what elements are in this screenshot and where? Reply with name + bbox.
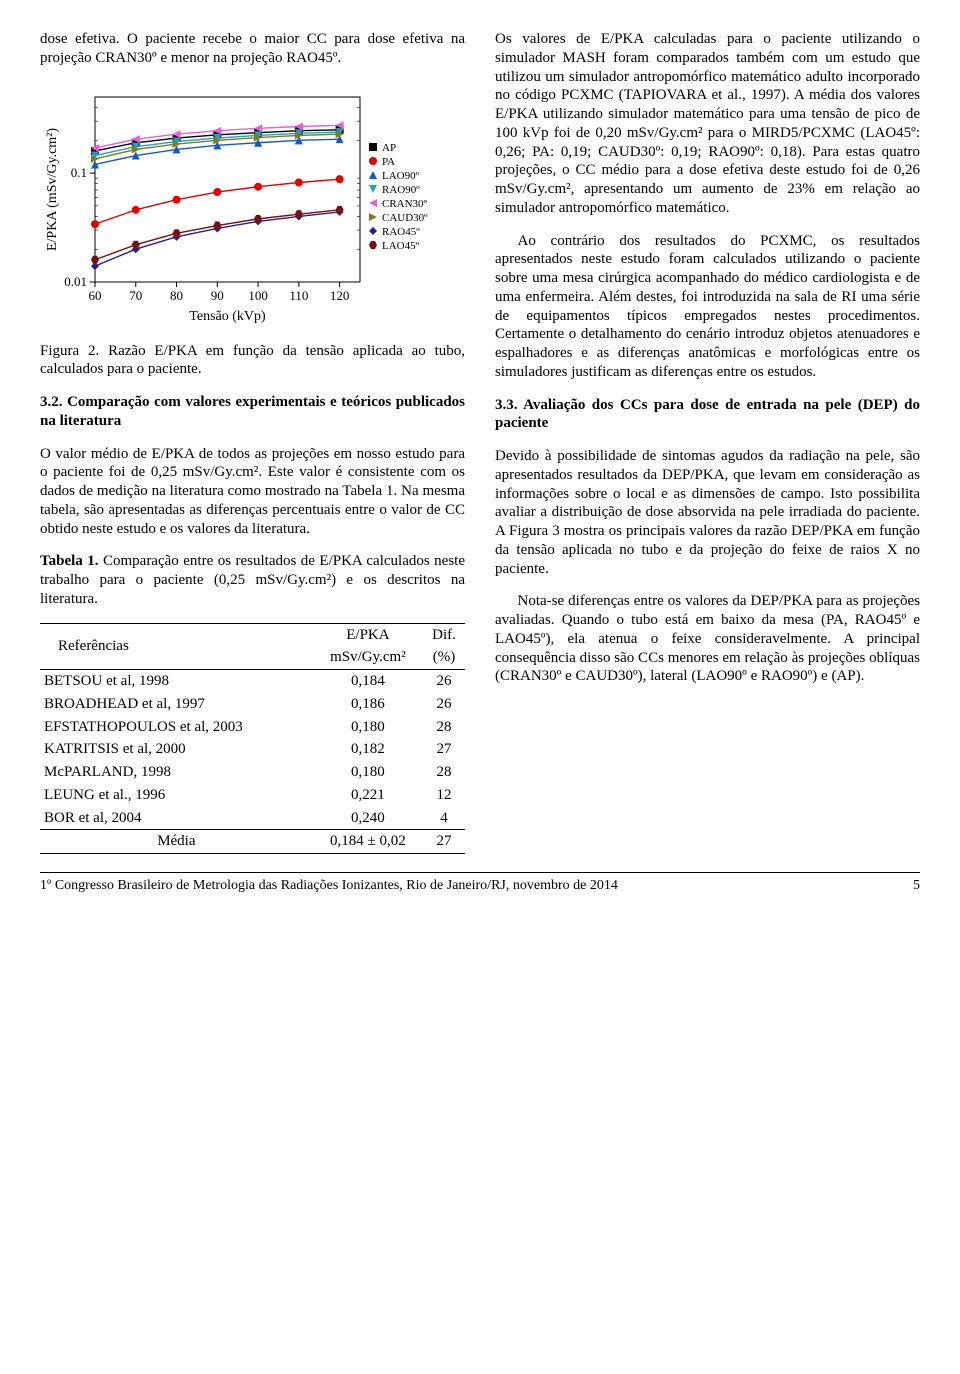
svg-text:AP: AP — [382, 142, 396, 154]
th-epka-1: E/PKA — [313, 623, 423, 646]
table-1-caption: Tabela 1. Comparação entre os resultados… — [40, 552, 465, 608]
svg-text:PA: PA — [382, 156, 395, 168]
svg-text:80: 80 — [170, 288, 183, 303]
table-label: Tabela 1. — [40, 553, 99, 569]
section-3-2-title: 3.2. Comparação com valores experimentai… — [40, 393, 465, 431]
left-column: dose efetiva. O paciente recebe o maior … — [40, 30, 465, 854]
th-dif-1: Dif. — [423, 623, 465, 646]
th-epka-2: mSv/Gy.cm² — [313, 646, 423, 669]
right-column: Os valores de E/PKA calculadas para o pa… — [495, 30, 920, 854]
table-row-mean: Média0,184 ± 0,0227 — [40, 830, 465, 854]
svg-text:RAO45º: RAO45º — [382, 226, 420, 238]
right-p2: Ao contrário dos resultados do PCXMC, os… — [495, 232, 920, 382]
table-row: LEUNG et al., 19960,22112 — [40, 784, 465, 807]
svg-text:110: 110 — [289, 288, 308, 303]
section-3-3-title: 3.3. Avaliação dos CCs para dose de entr… — [495, 396, 920, 434]
svg-text:0.01: 0.01 — [64, 274, 87, 289]
table-1: Referências E/PKA Dif. mSv/Gy.cm² (%) BE… — [40, 623, 465, 855]
right-p3: Devido à possibilidade de sintomas agudo… — [495, 447, 920, 578]
svg-text:90: 90 — [211, 288, 224, 303]
table-row: KATRITSIS et al, 20000,18227 — [40, 738, 465, 761]
page-number: 5 — [913, 877, 920, 895]
th-references: Referências — [40, 623, 313, 670]
figure-2-caption: Figura 2. Razão E/PKA em função da tensã… — [40, 342, 465, 380]
svg-text:120: 120 — [330, 288, 350, 303]
svg-text:LAO90º: LAO90º — [382, 170, 420, 182]
chart-svg: 60 70 80 90 100 110 120 0.01 0.1 Tensão (kVp) E/PK… — [40, 82, 450, 332]
svg-text:CAUD30º: CAUD30º — [382, 212, 428, 224]
svg-text:0.1: 0.1 — [71, 165, 87, 180]
table-row: BOR et al, 20040,2404 — [40, 807, 465, 830]
table-row: BETSOU et al, 19980,18426 — [40, 670, 465, 693]
table-row: BROADHEAD et al, 19970,18626 — [40, 693, 465, 716]
svg-text:Tensão (kVp): Tensão (kVp) — [189, 309, 266, 324]
section-3-2-paragraph: O valor médio de E/PKA de todos as proje… — [40, 445, 465, 539]
svg-text:CRAN30º: CRAN30º — [382, 198, 428, 210]
th-dif-2: (%) — [423, 646, 465, 669]
table-caption-text: Comparação entre os resultados de E/PKA … — [40, 553, 465, 607]
page-footer: 1º Congresso Brasileiro de Metrologia da… — [40, 872, 920, 895]
svg-text:E/PKA (mSv/Gy.cm²): E/PKA (mSv/Gy.cm²) — [45, 127, 60, 250]
svg-text:LAO45º: LAO45º — [382, 240, 420, 252]
svg-text:70: 70 — [129, 288, 142, 303]
svg-text:100: 100 — [248, 288, 267, 303]
footer-text: 1º Congresso Brasileiro de Metrologia da… — [40, 877, 618, 895]
two-column-layout: dose efetiva. O paciente recebe o maior … — [40, 30, 920, 854]
table-row: McPARLAND, 19980,18028 — [40, 761, 465, 784]
svg-text:RAO90º: RAO90º — [382, 184, 420, 196]
right-p4: Nota-se diferenças entre os valores da D… — [495, 592, 920, 686]
figure-2-chart: 60 70 80 90 100 110 120 0.01 0.1 Tensão (kVp) E/PK… — [40, 82, 465, 332]
svg-text:60: 60 — [89, 288, 102, 303]
intro-paragraph: dose efetiva. O paciente recebe o maior … — [40, 30, 465, 68]
table-row: EFSTATHOPOULOS et al, 20030,18028 — [40, 716, 465, 739]
right-p1: Os valores de E/PKA calculadas para o pa… — [495, 30, 920, 218]
